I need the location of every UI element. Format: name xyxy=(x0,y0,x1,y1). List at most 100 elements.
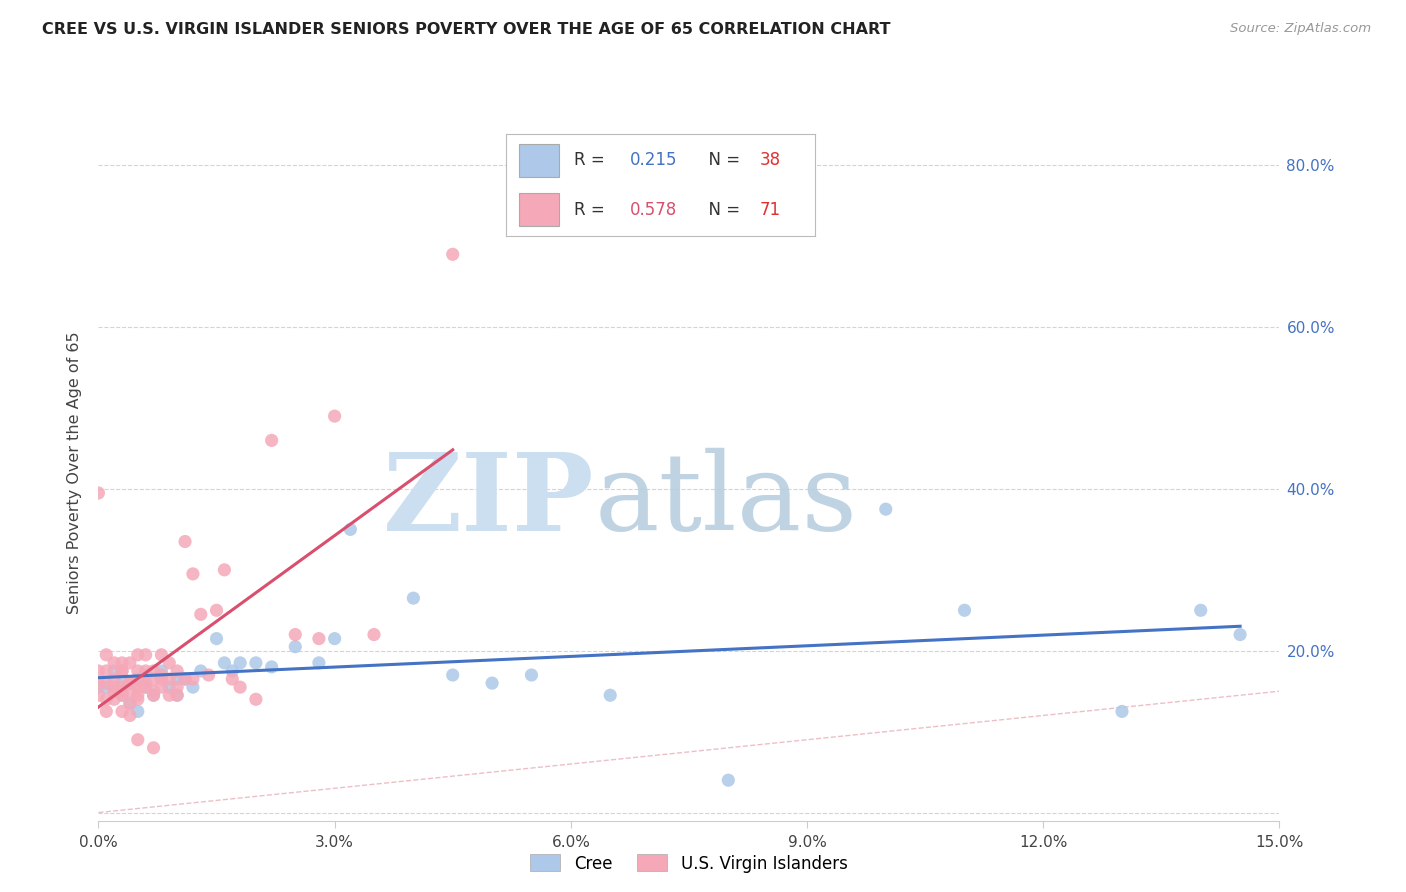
Point xyxy=(181,672,204,686)
Point xyxy=(127,688,149,702)
Point xyxy=(142,688,165,702)
Point xyxy=(157,656,180,670)
Text: Source: ZipAtlas.com: Source: ZipAtlas.com xyxy=(1230,22,1371,36)
Point xyxy=(166,680,188,694)
Point xyxy=(402,591,425,606)
Text: R =: R = xyxy=(574,201,610,219)
Point xyxy=(96,705,118,719)
Y-axis label: Seniors Poverty Over the Age of 65: Seniors Poverty Over the Age of 65 xyxy=(67,332,83,614)
Point xyxy=(308,656,330,670)
Point xyxy=(118,676,141,690)
Point xyxy=(260,660,283,674)
Point xyxy=(150,664,173,678)
Point xyxy=(599,688,621,702)
Point xyxy=(142,664,165,678)
Point xyxy=(142,672,165,686)
Point xyxy=(103,672,125,686)
Point xyxy=(181,680,204,694)
Point xyxy=(118,708,141,723)
Point xyxy=(127,692,149,706)
Point xyxy=(118,696,141,710)
Point xyxy=(127,680,149,694)
Point xyxy=(174,672,197,686)
Point xyxy=(142,684,165,698)
Point xyxy=(103,656,125,670)
Point xyxy=(157,688,180,702)
Point xyxy=(157,672,180,686)
Point xyxy=(111,688,134,702)
Text: CREE VS U.S. VIRGIN ISLANDER SENIORS POVERTY OVER THE AGE OF 65 CORRELATION CHAR: CREE VS U.S. VIRGIN ISLANDER SENIORS POV… xyxy=(42,22,890,37)
Point xyxy=(174,672,197,686)
Point xyxy=(111,656,134,670)
Point xyxy=(284,640,307,654)
Point xyxy=(96,648,118,662)
Point xyxy=(339,522,361,536)
Text: N =: N = xyxy=(697,152,745,169)
Point xyxy=(481,676,503,690)
Point xyxy=(166,664,188,678)
Point xyxy=(717,773,740,788)
Point xyxy=(166,672,188,686)
Point xyxy=(103,664,125,678)
Point xyxy=(229,656,252,670)
Point xyxy=(1229,627,1251,641)
Point xyxy=(245,656,267,670)
Point xyxy=(87,676,110,690)
Point xyxy=(111,684,134,698)
Text: 38: 38 xyxy=(759,152,780,169)
Point xyxy=(96,692,118,706)
Point xyxy=(135,664,157,678)
Point xyxy=(363,627,385,641)
Point xyxy=(260,434,283,448)
Point xyxy=(197,668,219,682)
Point xyxy=(127,732,149,747)
Point xyxy=(214,563,236,577)
Point xyxy=(157,680,180,694)
Point xyxy=(441,247,464,261)
Point xyxy=(111,680,134,694)
Text: 0.215: 0.215 xyxy=(630,152,678,169)
Text: 0.578: 0.578 xyxy=(630,201,678,219)
Point xyxy=(190,607,212,622)
Text: ZIP: ZIP xyxy=(382,448,595,554)
Point xyxy=(150,680,173,694)
Point xyxy=(308,632,330,646)
Point xyxy=(96,680,118,694)
Point xyxy=(111,676,134,690)
Point xyxy=(103,680,125,694)
Point xyxy=(441,668,464,682)
Point xyxy=(150,668,173,682)
Point xyxy=(103,692,125,706)
Point xyxy=(118,684,141,698)
Point xyxy=(323,632,346,646)
Point xyxy=(142,740,165,755)
Point xyxy=(245,692,267,706)
Point xyxy=(520,668,543,682)
Point xyxy=(96,676,118,690)
Point xyxy=(166,688,188,702)
Point xyxy=(181,566,204,581)
Point xyxy=(111,688,134,702)
Point xyxy=(150,648,173,662)
Point xyxy=(166,688,188,702)
Point xyxy=(87,680,110,694)
Point xyxy=(127,672,149,686)
Point xyxy=(127,648,149,662)
Text: atlas: atlas xyxy=(595,448,858,553)
Point xyxy=(127,705,149,719)
Point xyxy=(135,668,157,682)
FancyBboxPatch shape xyxy=(519,194,558,226)
Point xyxy=(127,680,149,694)
Text: R =: R = xyxy=(574,152,610,169)
Point xyxy=(127,664,149,678)
Point xyxy=(87,664,110,678)
Point xyxy=(87,486,110,500)
Point xyxy=(111,664,134,678)
Point xyxy=(875,502,897,516)
Point xyxy=(118,696,141,710)
Point xyxy=(87,688,110,702)
Point xyxy=(221,664,243,678)
Point xyxy=(150,672,173,686)
Point xyxy=(118,656,141,670)
Legend: Cree, U.S. Virgin Islanders: Cree, U.S. Virgin Islanders xyxy=(524,847,853,880)
